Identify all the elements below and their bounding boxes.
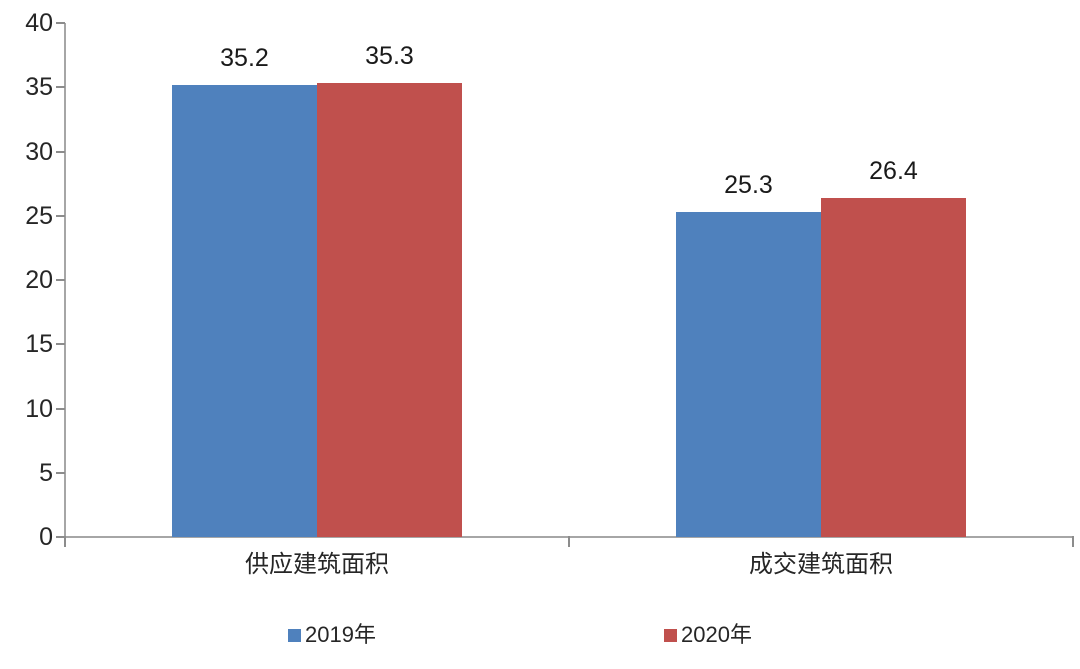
y-axis-tick-label: 30 [25,137,53,166]
bar-value-label: 35.3 [365,42,414,71]
x-axis-tick [64,536,66,547]
y-axis-tick [56,279,65,281]
y-axis-tick-label: 20 [25,266,53,294]
y-axis-tick [56,22,65,24]
y-axis-tick [56,214,65,217]
bar-value-label: 26.4 [869,156,918,185]
y-axis-tick [56,407,65,410]
x-axis-line [56,536,1074,538]
y-axis-tick-label: 25 [25,201,53,230]
y-axis-tick [56,343,65,346]
x-axis-tick [568,536,570,547]
bar-2020-cat1 [317,83,462,537]
legend-swatch-2020 [664,628,677,642]
legend-label: 2019年 [305,622,376,647]
y-axis-tick [56,536,65,538]
y-axis-line [64,23,66,547]
category-label: 成交建筑面积 [749,551,893,578]
bar-value-label: 25.3 [724,170,773,199]
bar-value-label: 35.2 [220,43,269,72]
category-label: 供应建筑面积 [245,551,389,578]
y-axis-tick-label: 0 [39,523,53,551]
y-axis-tick [56,471,65,474]
y-axis-tick-label: 5 [39,458,53,487]
legend-swatch-2019 [288,628,301,642]
legend-item: 2020年 [664,622,752,648]
y-axis-tick-label: 40 [25,9,53,37]
y-axis-tick-label: 10 [25,394,53,423]
y-axis-tick-label: 35 [25,73,53,102]
x-axis-tick [1072,536,1074,547]
bar-2019-cat2 [676,211,821,537]
bar-2019-cat1 [172,84,317,537]
y-axis-tick-label: 15 [25,330,53,359]
legend-label: 2020年 [681,622,752,647]
y-axis-tick [56,150,65,153]
legend-item: 2019年 [288,622,376,648]
y-axis-tick [56,86,65,89]
bar-2020-cat2 [821,197,966,537]
